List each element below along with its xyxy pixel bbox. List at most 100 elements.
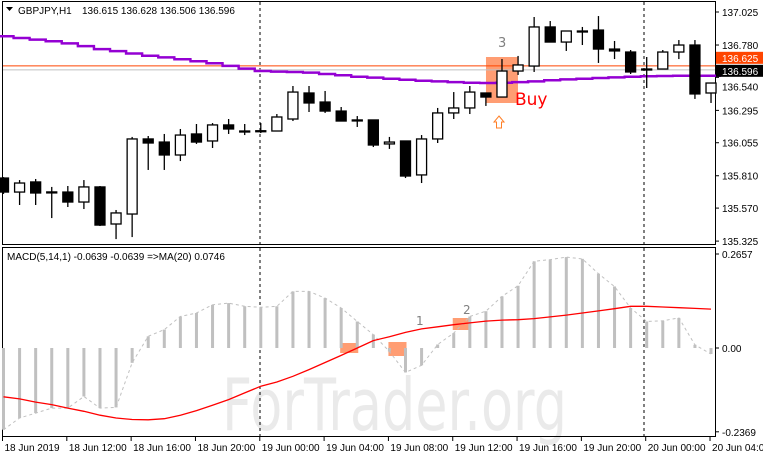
- macd-histogram-bar: [66, 348, 70, 409]
- candle: [222, 119, 235, 134]
- price-axis-label: 135.325: [722, 237, 759, 248]
- candle: [464, 85, 476, 115]
- ask-price-tag: [716, 51, 763, 64]
- axes: 137.025 136.780 136.540 136.295 136.055 135.8…: [2, 8, 763, 454]
- candle-body: [544, 26, 556, 43]
- macd-dashed-line: [3, 256, 712, 431]
- macd-axis-label: -0.2369: [722, 428, 756, 439]
- time-axis-label: 18 Jun 2019: [5, 443, 60, 454]
- price-axis-label: 135.570: [722, 204, 759, 215]
- candle-body: [464, 91, 476, 109]
- candle: [13, 180, 26, 205]
- candle-body: [528, 26, 540, 67]
- bid-price-tag: [716, 64, 763, 77]
- macd-histogram-bar: [323, 298, 327, 348]
- macd-panel[interactable]: 12: [2, 256, 713, 431]
- macd-histogram-bar: [629, 308, 633, 348]
- candle: [239, 123, 251, 136]
- candle: [657, 50, 669, 70]
- candle-body: [222, 124, 235, 130]
- macd-histogram-bar: [580, 258, 584, 348]
- moving-average-line: [0, 35, 721, 85]
- candle-body: [432, 112, 444, 140]
- macd-histogram-bar: [259, 307, 263, 348]
- candle: [415, 135, 428, 184]
- bid-price-label: 136.596: [722, 67, 759, 78]
- price-panel[interactable]: 3 Buy: [0, 16, 721, 240]
- candle-body: [206, 124, 219, 142]
- macd-histogram-bar: [436, 344, 440, 348]
- time-axis-label: 19 Jun 04:00: [326, 443, 384, 454]
- macd-highlight-box: [340, 343, 359, 353]
- candle-body: [576, 30, 589, 33]
- main-panel-frame: [2, 1, 716, 245]
- candle: [158, 133, 170, 170]
- price-axis-label: 136.540: [722, 82, 759, 93]
- candle: [560, 30, 572, 51]
- candle: [319, 90, 331, 113]
- macd-histogram-bar: [564, 257, 568, 348]
- macd-histogram-bar: [484, 311, 488, 348]
- candle: [528, 16, 540, 72]
- signal-number-3: 3: [498, 36, 506, 51]
- candle: [512, 55, 524, 75]
- symbol-timeframe: GBPJPY,H1: [18, 6, 72, 17]
- macd-histogram-bar: [243, 306, 247, 348]
- macd-histogram-bar: [2, 348, 5, 430]
- candle-body: [94, 186, 106, 226]
- macd-histogram-bar: [98, 348, 102, 409]
- macd-histogram-bar: [194, 312, 198, 348]
- macd-histogram-bar: [500, 296, 504, 348]
- macd-histogram-bar: [613, 286, 617, 348]
- ohlc-values: 136.615 136.628 136.506 136.596: [82, 6, 235, 17]
- candle-body: [287, 91, 299, 120]
- candle: [689, 40, 701, 99]
- time-axis-label: 19 Jun 16:00: [519, 443, 577, 454]
- time-axis-label: 20 Jun 00:00: [648, 443, 706, 454]
- candle: [351, 116, 363, 127]
- macd-histogram-bar: [661, 320, 665, 348]
- candle-body: [689, 44, 701, 95]
- candle-body: [480, 92, 492, 98]
- signal-number-1: 1: [416, 314, 424, 328]
- candle-body: [448, 107, 460, 114]
- macd-histogram-bar: [130, 348, 134, 363]
- macd-histogram-bar: [146, 336, 150, 348]
- candle: [576, 26, 589, 46]
- candle-body: [319, 101, 331, 112]
- time-axis-label: 20 Jun 04:00: [712, 443, 763, 454]
- chart-header: GBPJPY,H1 136.615 136.628 136.506 136.59…: [6, 6, 235, 263]
- time-axis-label: 18 Jun 16:00: [133, 443, 191, 454]
- macd-histogram-bar: [645, 321, 649, 348]
- candle-body: [142, 138, 154, 144]
- candle-body: [496, 70, 508, 98]
- macd-highlight-box: [388, 342, 407, 356]
- candle-body: [512, 64, 524, 72]
- macd-histogram-bar: [307, 291, 311, 348]
- candle: [496, 59, 508, 98]
- buy-arrow-icon: [492, 115, 506, 129]
- candle: [30, 178, 42, 205]
- candle-body: [303, 92, 315, 104]
- candle-body: [110, 212, 122, 225]
- candle: [303, 85, 315, 112]
- candle: [432, 107, 444, 143]
- price-axis-label: 135.810: [722, 172, 759, 183]
- candle-body: [335, 110, 347, 122]
- macd-histogram-bar: [82, 348, 86, 397]
- candle: [126, 136, 138, 238]
- candle-body: [126, 138, 138, 215]
- candle-body: [383, 141, 396, 145]
- dropdown-triangle-icon[interactable]: [6, 7, 13, 11]
- price-axis-label: 137.025: [722, 8, 759, 19]
- candle-body: [367, 119, 379, 146]
- candle: [544, 21, 556, 43]
- candle-body: [673, 44, 685, 53]
- candle-body: [174, 134, 187, 156]
- candle-body: [399, 140, 412, 177]
- time-axis-label: 19 Jun 08:00: [390, 443, 448, 454]
- candle: [383, 136, 396, 149]
- candle-body: [62, 191, 74, 203]
- candle: [480, 92, 492, 106]
